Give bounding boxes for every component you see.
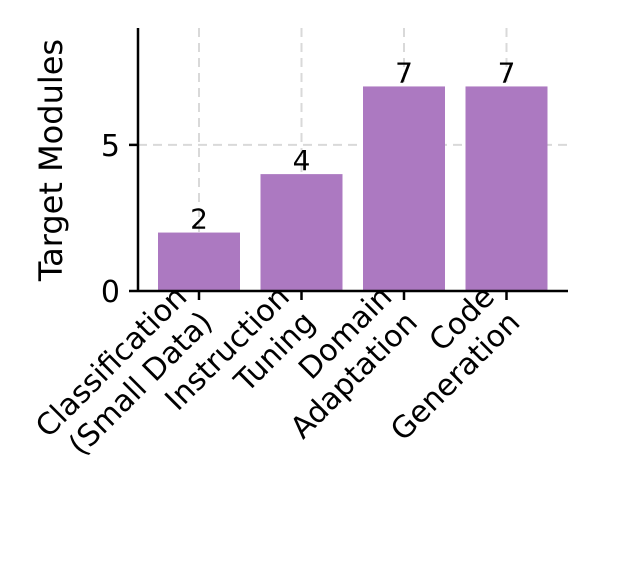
bar — [363, 86, 445, 291]
bars-layer — [158, 86, 548, 291]
bar — [260, 174, 343, 291]
bar-value-label: 7 — [395, 56, 413, 89]
y-tick-label: 0 — [101, 275, 120, 310]
data-labels-layer: 2 4 7 7 — [190, 56, 515, 235]
bar — [158, 232, 240, 291]
bar — [465, 86, 548, 291]
bar-value-label: 4 — [293, 144, 311, 177]
y-tick-label: 5 — [101, 129, 120, 164]
bar-value-label: 2 — [190, 203, 208, 236]
bar-value-label: 7 — [498, 56, 516, 89]
y-axis-label: Target Modules — [32, 39, 70, 282]
